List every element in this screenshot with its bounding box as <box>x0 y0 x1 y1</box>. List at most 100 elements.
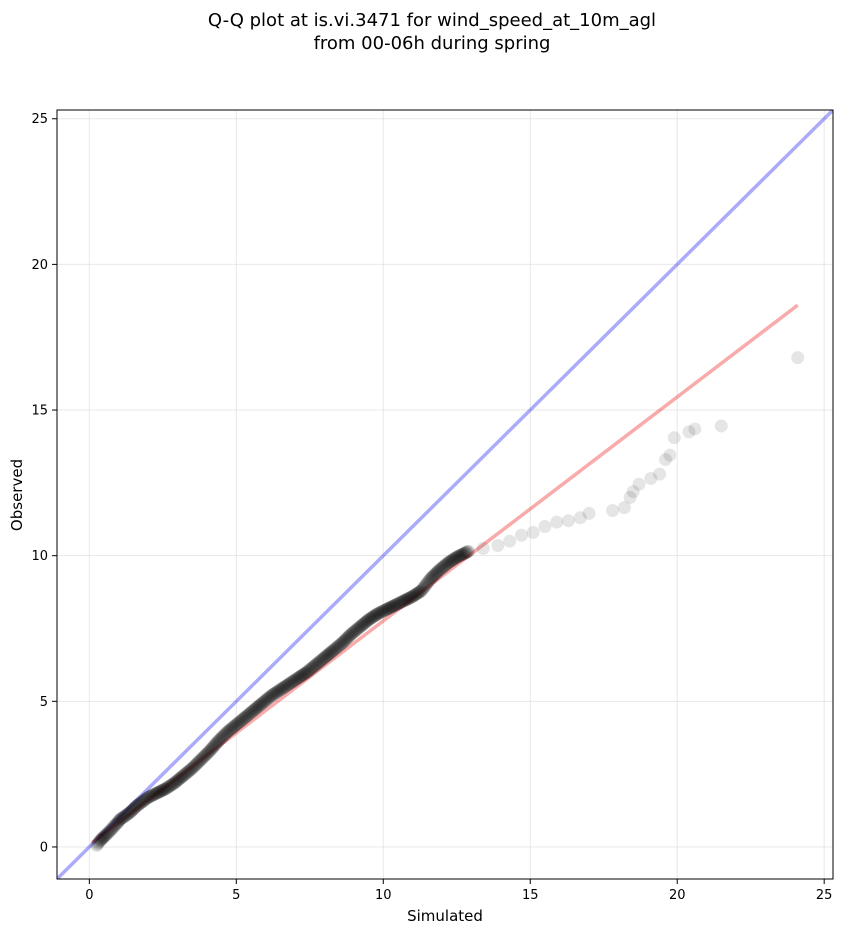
data-point <box>454 548 468 562</box>
data-point <box>429 567 443 581</box>
data-point <box>99 828 112 842</box>
data-point <box>256 696 270 710</box>
data-point <box>303 663 317 677</box>
data-point <box>436 560 450 574</box>
data-point <box>315 652 329 666</box>
data-point <box>117 810 131 824</box>
data-point <box>606 504 620 518</box>
data-point <box>176 769 190 783</box>
data-point <box>395 595 409 609</box>
data-point <box>420 576 434 590</box>
data-point <box>237 712 251 726</box>
data-point <box>348 624 362 638</box>
data-point <box>424 571 438 585</box>
data-point <box>714 419 728 433</box>
data-point <box>304 662 318 676</box>
data-point <box>260 692 274 706</box>
x-tick-label: 0 <box>85 888 93 903</box>
data-point <box>175 770 189 784</box>
data-point <box>148 787 162 801</box>
data-point <box>219 726 233 740</box>
data-point <box>101 825 115 839</box>
data-point <box>176 769 190 783</box>
data-point <box>214 731 228 745</box>
data-point <box>218 727 232 741</box>
data-point <box>281 677 295 691</box>
data-point <box>224 722 238 736</box>
data-point <box>322 647 336 661</box>
x-tick-label: 15 <box>522 888 539 903</box>
data-point <box>110 816 124 830</box>
data-point <box>106 821 120 835</box>
data-point <box>431 564 445 578</box>
data-point <box>273 683 287 697</box>
data-point <box>476 541 490 555</box>
chart-subtitle: from 00-06h during spring <box>314 33 551 54</box>
data-point <box>143 789 157 803</box>
data-point <box>125 804 139 818</box>
data-point <box>276 681 290 695</box>
data-point <box>682 425 696 439</box>
data-point <box>617 501 631 515</box>
data-point <box>251 700 265 714</box>
data-point <box>148 787 162 801</box>
data-point <box>229 718 243 732</box>
data-point <box>442 556 456 570</box>
data-point <box>292 670 306 684</box>
data-point <box>291 671 305 685</box>
data-point <box>94 833 108 847</box>
data-point <box>261 692 275 706</box>
data-point <box>358 616 372 630</box>
data-point <box>434 561 448 575</box>
data-point <box>295 668 309 682</box>
data-point <box>230 717 244 731</box>
x-tick-label: 10 <box>375 888 392 903</box>
data-point <box>331 640 345 654</box>
data-point <box>163 779 177 793</box>
data-point <box>183 763 197 777</box>
data-point <box>409 587 423 601</box>
data-point <box>432 563 446 577</box>
data-point <box>385 600 399 614</box>
data-point <box>322 647 336 661</box>
data-point <box>249 701 263 715</box>
data-point <box>180 766 194 780</box>
data-point <box>309 657 323 671</box>
data-point <box>356 617 370 631</box>
data-point <box>141 790 155 804</box>
data-point <box>450 550 464 564</box>
data-point <box>268 686 282 700</box>
x-axis-label: Simulated <box>407 907 483 925</box>
data-point <box>273 683 287 697</box>
data-point <box>184 762 198 776</box>
data-point <box>402 591 416 605</box>
data-point <box>455 548 469 562</box>
data-point <box>226 721 240 735</box>
data-point <box>411 586 425 600</box>
data-point <box>174 770 188 784</box>
data-point <box>151 785 165 799</box>
data-point <box>403 591 417 605</box>
data-point <box>363 612 377 626</box>
data-point <box>199 747 213 761</box>
data-point <box>193 754 207 768</box>
data-point <box>296 667 310 681</box>
data-point <box>248 702 262 716</box>
data-point <box>174 771 188 785</box>
data-point <box>94 832 108 846</box>
data-point <box>451 549 465 563</box>
data-point <box>248 702 262 716</box>
data-point <box>92 835 106 849</box>
data-point <box>186 761 200 775</box>
data-point <box>376 604 390 618</box>
data-point <box>332 638 346 652</box>
data-point <box>300 665 314 679</box>
data-point <box>387 599 401 613</box>
data-point <box>514 528 528 542</box>
data-point <box>198 749 212 763</box>
data-point <box>93 834 107 848</box>
data-point <box>314 654 328 668</box>
data-point <box>326 643 340 657</box>
data-point <box>157 782 171 796</box>
data-point <box>345 626 359 640</box>
